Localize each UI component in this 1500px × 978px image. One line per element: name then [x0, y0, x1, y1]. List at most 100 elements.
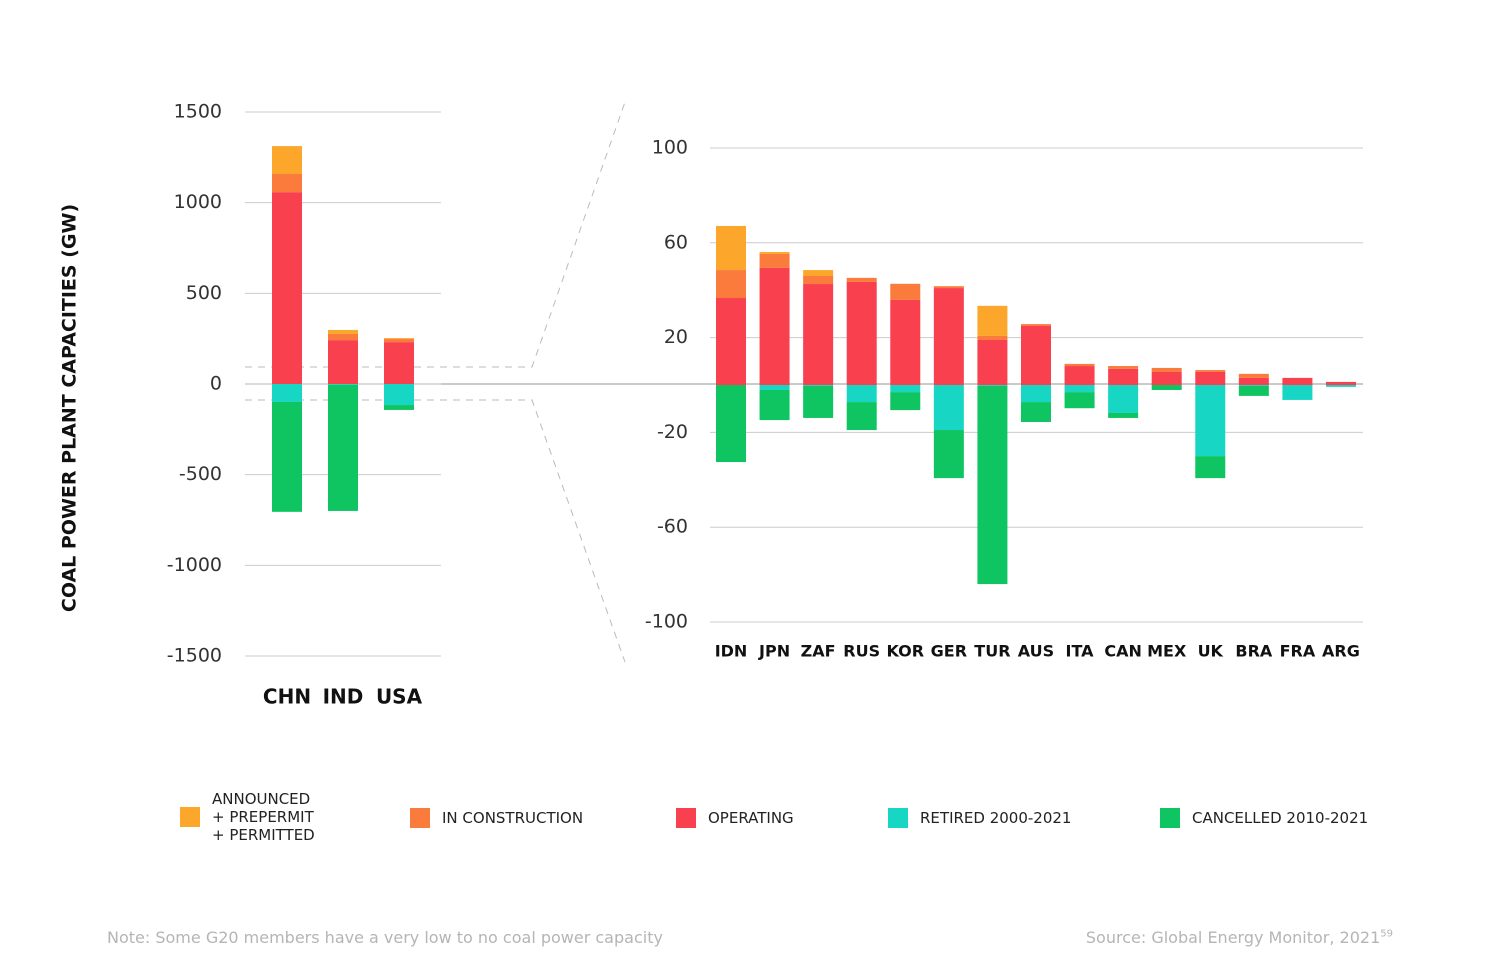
bar-segment	[977, 305, 1008, 336]
bar-segment	[1064, 366, 1095, 385]
bar-segment	[384, 384, 414, 406]
bar-segment	[1151, 385, 1182, 390]
legend-swatch	[410, 808, 430, 828]
bar-segment	[759, 267, 790, 385]
bar-segment	[1195, 456, 1226, 479]
legend-swatch	[676, 808, 696, 828]
bar-segment	[759, 252, 790, 254]
source-text: Source: Global Energy Monitor, 2021	[1085, 928, 1381, 947]
x-tick-label: CHN	[263, 685, 311, 709]
x-tick-label: AUS	[1018, 642, 1054, 661]
bar-segment	[384, 342, 414, 384]
legend-item: OPERATING	[676, 808, 794, 828]
bar-segment	[1282, 385, 1313, 400]
bar-segment	[1108, 412, 1139, 418]
legend-label: OPERATING	[708, 809, 794, 827]
x-tick-label: RUS	[843, 642, 880, 661]
note: Note: Some G20 members have a very low t…	[107, 928, 663, 947]
bar-segment	[933, 430, 964, 479]
y-tick-label: 20	[664, 326, 688, 348]
bar-segment	[272, 174, 302, 193]
bar-segment	[846, 277, 877, 282]
bar-segment	[977, 385, 1008, 386]
y-tick-label: 1000	[174, 191, 222, 213]
bar-segment	[1020, 324, 1051, 326]
bar-segment	[1064, 363, 1095, 367]
bar-segment	[384, 405, 414, 410]
bar-segment	[1238, 385, 1269, 396]
bar-segment	[1020, 385, 1051, 403]
legend-item: ANNOUNCED + PREPERMIT + PERMITTED	[180, 790, 324, 844]
y-tick-label: 100	[652, 137, 688, 159]
legend-label: CANCELLED 2010-2021	[1192, 809, 1369, 827]
bar-segment	[1108, 366, 1139, 369]
bar-segment	[272, 192, 302, 384]
bar-segment	[803, 385, 834, 418]
bar-segment	[384, 338, 414, 340]
bar-segment	[1195, 370, 1226, 372]
x-tick-label: ARG	[1322, 642, 1360, 661]
bar-segment	[803, 270, 834, 276]
y-tick-label: -1500	[167, 645, 222, 667]
bar-segment	[759, 253, 790, 268]
bar-segment	[328, 384, 358, 385]
bar-segment	[716, 270, 746, 299]
source: Source: Global Energy Monitor, 202159	[1086, 928, 1393, 947]
bar-segment	[846, 281, 877, 385]
bar-segment	[803, 284, 834, 385]
bar-segment	[1108, 368, 1139, 385]
y-tick-label: -500	[179, 463, 222, 485]
legend-item: IN CONSTRUCTION	[410, 808, 583, 828]
x-tick-label: IDN	[715, 642, 748, 661]
bar-segment	[803, 385, 834, 386]
bar-segment	[716, 298, 746, 385]
bar-segment	[890, 385, 921, 393]
bar-segment	[890, 283, 921, 300]
legend-label: ANNOUNCED + PREPERMIT + PERMITTED	[212, 790, 315, 844]
y-tick-label: 60	[664, 231, 688, 253]
bar-segment	[890, 299, 921, 385]
bar-segment	[1325, 385, 1356, 387]
y-tick-label: -60	[657, 516, 688, 538]
bar-segment	[272, 384, 302, 402]
legend-swatch	[888, 808, 908, 828]
bar-segment	[759, 389, 790, 421]
bar-segment	[1238, 377, 1269, 385]
bar-segment	[328, 340, 358, 384]
bar-segment	[977, 335, 1008, 340]
y-tick-label: 500	[186, 282, 222, 304]
bar-segment	[846, 402, 877, 431]
x-tick-label: CAN	[1104, 642, 1142, 661]
bar-segment	[1064, 385, 1095, 393]
bar-segment	[933, 288, 964, 385]
x-tick-label: GER	[931, 642, 967, 661]
bar-segment	[1195, 371, 1226, 385]
bar-segment	[1282, 377, 1313, 385]
y-tick-label: 0	[210, 373, 222, 395]
legend-label: IN CONSTRUCTION	[442, 809, 584, 827]
bar-segment	[977, 339, 1008, 385]
bar-segment	[803, 275, 834, 285]
x-tick-label: JPN	[758, 642, 790, 661]
bar-segment	[977, 385, 1008, 585]
legend-item: RETIRED 2000-2021	[888, 808, 1071, 828]
x-tick-label: UK	[1198, 642, 1224, 661]
legend-swatch	[1160, 808, 1180, 828]
bar-segment	[384, 339, 414, 343]
y-axis-label: COAL POWER PLANT CAPACITIES (GW)	[59, 204, 81, 612]
y-tick-label: -20	[657, 421, 688, 443]
bar-segment	[1151, 371, 1182, 385]
x-tick-label: ZAF	[801, 642, 836, 661]
bar-segment	[1020, 325, 1051, 385]
bar-segment	[1151, 367, 1182, 372]
x-tick-label: KOR	[886, 642, 924, 661]
bar-segment	[890, 392, 921, 411]
bar-segment	[272, 401, 302, 512]
bar-segment	[716, 385, 746, 463]
x-tick-label: ITA	[1066, 642, 1095, 661]
x-tick-label: MEX	[1147, 642, 1187, 661]
bar-segment	[1238, 373, 1269, 378]
bar-segment	[1108, 385, 1139, 413]
